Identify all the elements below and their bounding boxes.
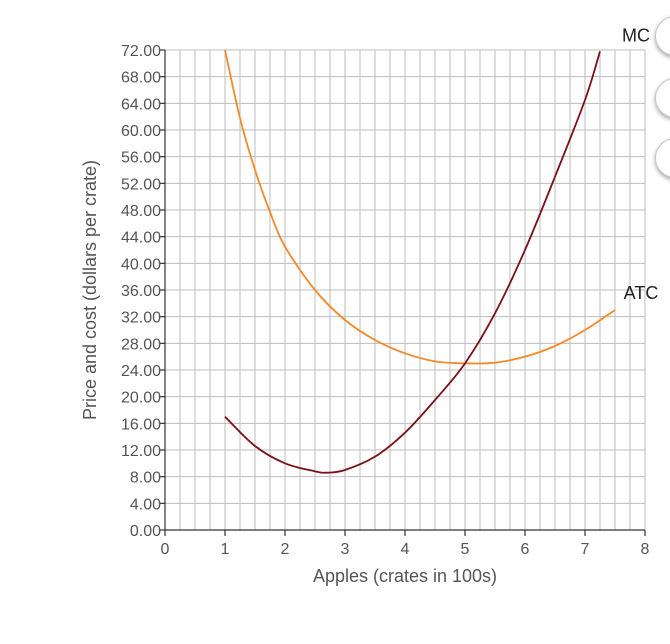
y-axis-title: Price and cost (dollars per crate): [80, 160, 100, 420]
y-tick-label: 56.00: [121, 150, 161, 167]
grid: [165, 49, 646, 530]
series: [224, 49, 616, 474]
y-tick-label: 24.00: [121, 363, 161, 380]
y-tick-label: 72.00: [121, 43, 161, 60]
x-tick-label: 3: [341, 541, 350, 558]
y-tick-labels: 0.00 4.00 8.00 12.00 16.00 20.00 24.00 28.00 32.…: [121, 43, 165, 540]
y-tick-label: 16.00: [121, 416, 161, 433]
mc-curve: [224, 51, 601, 474]
y-tick-label: 52.00: [121, 176, 161, 193]
y-tick-label: 60.00: [121, 123, 161, 140]
y-tick-label: 4.00: [130, 496, 161, 513]
y-tick-label: 28.00: [121, 336, 161, 353]
x-tick-label: 7: [581, 541, 590, 558]
y-tick-label: 12.00: [121, 443, 161, 460]
x-tick-label: 4: [401, 541, 410, 558]
x-tick-label: 1: [221, 541, 230, 558]
y-tick-label: 44.00: [121, 230, 161, 247]
x-tick-label: 8: [641, 541, 650, 558]
atc-curve: [224, 49, 616, 365]
y-tick-label: 48.00: [121, 203, 161, 220]
x-tick-label: 2: [281, 541, 290, 558]
x-axis-title: Apples (crates in 100s): [313, 566, 497, 586]
y-tick-label: 20.00: [121, 390, 161, 407]
atc-label: ATC: [624, 283, 659, 303]
x-tick-label: 5: [461, 541, 470, 558]
y-tick-label: 8.00: [130, 470, 161, 487]
x-tick-label: 0: [161, 541, 170, 558]
y-tick-label: 64.00: [121, 96, 161, 113]
y-tick-label: 68.00: [121, 70, 161, 87]
x-tick-label: 6: [521, 541, 530, 558]
curve-labels: ATC MC: [622, 25, 658, 303]
y-tick-label: 36.00: [121, 283, 161, 300]
y-tick-label: 40.00: [121, 256, 161, 273]
x-tick-labels: 0 1 2 3 4 5 6 7 8: [161, 530, 650, 558]
y-tick-label: 0.00: [130, 523, 161, 540]
mc-label: MC: [622, 25, 650, 45]
y-tick-label: 32.00: [121, 310, 161, 327]
